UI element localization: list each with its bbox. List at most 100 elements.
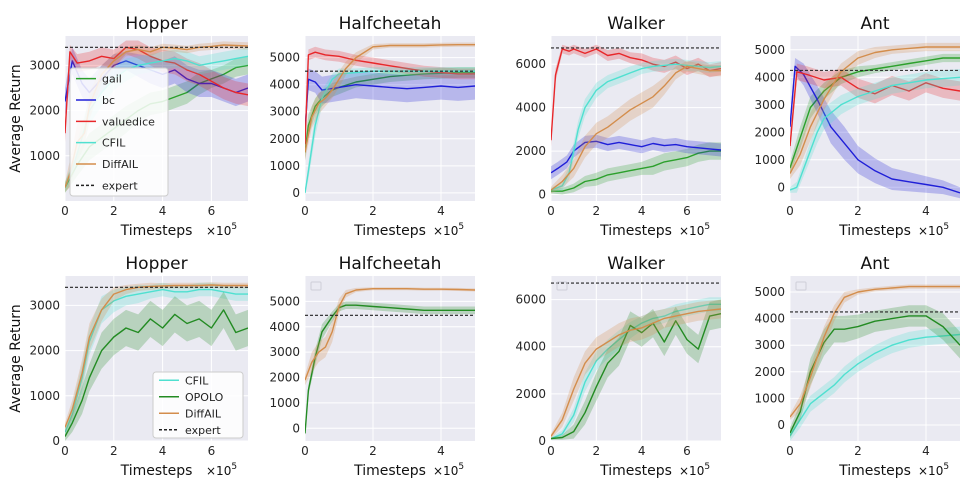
band-diffail xyxy=(790,42,960,180)
band-valuedice xyxy=(551,44,721,147)
x-tick-label: 0 xyxy=(301,204,309,218)
legend-placeholder xyxy=(795,281,807,291)
subplot-hopper-top: Hopper Timesteps Average Return ×105 100… xyxy=(8,14,248,239)
y-tick-label: 2000 xyxy=(269,371,300,385)
x-tick-label: 0 xyxy=(61,444,69,458)
x-tick-label: 0 xyxy=(786,444,794,458)
subplot-title: Hopper xyxy=(125,254,187,274)
legend-label-expert: expert xyxy=(102,179,138,192)
x-tick-label: 2 xyxy=(110,444,118,458)
x-scale-multiplier: ×105 xyxy=(206,462,237,478)
line-diffail xyxy=(790,285,960,418)
band-opolo xyxy=(790,305,960,439)
x-tick-label: 2 xyxy=(110,204,118,218)
x-tick-label: 4 xyxy=(638,204,646,218)
line-gail xyxy=(551,150,721,192)
line-diffail xyxy=(790,46,960,174)
line-bc xyxy=(551,140,721,174)
band-gail xyxy=(65,56,248,193)
y-tick-label: 1000 xyxy=(29,389,60,403)
plot-area xyxy=(551,276,721,441)
y-tick-label: 5000 xyxy=(269,294,300,308)
x-axis-label: Timesteps xyxy=(120,223,193,239)
y-tick-label: 1000 xyxy=(754,153,785,167)
band-diffail xyxy=(551,61,721,194)
y-tick-label: 2000 xyxy=(515,387,546,401)
y-tick-label: 3000 xyxy=(754,338,785,352)
x-axis-label: Timesteps xyxy=(599,223,672,239)
x-scale-multiplier: ×105 xyxy=(679,462,710,478)
series-group xyxy=(551,282,721,440)
band-valuedice xyxy=(65,40,248,143)
line-cfil xyxy=(551,63,721,191)
x-axis-label: Timesteps xyxy=(599,463,672,479)
subplot-title: Walker xyxy=(607,254,665,274)
x-tick-label: 2 xyxy=(593,204,601,218)
x-scale-multiplier: ×105 xyxy=(433,222,464,238)
subplot-title: Ant xyxy=(860,254,889,274)
series-group xyxy=(305,287,475,436)
x-tick-label: 0 xyxy=(61,204,69,218)
x-axis-label: Timesteps xyxy=(353,463,426,479)
x-scale-multiplier: ×105 xyxy=(679,222,710,238)
line-bc xyxy=(305,78,475,131)
subplot-ant-top: Ant Timesteps ×105 0 1000 2000 3000 4000 5000… xyxy=(754,14,960,239)
band-diffail xyxy=(305,42,475,161)
band-bc xyxy=(551,134,721,180)
y-tick-label: 4000 xyxy=(269,78,300,92)
x-tick-label: 4 xyxy=(159,444,167,458)
y-tick-label: 3000 xyxy=(29,58,60,72)
legend-label-valuedice: valuedice xyxy=(102,115,155,128)
subplot-ant-bottom: Ant Timesteps ×105 0 1000 2000 3000 4000 5000… xyxy=(754,254,960,479)
x-tick-label: 6 xyxy=(683,444,691,458)
legend-label-cfil: CFIL xyxy=(185,374,209,387)
x-tick-label: 2 xyxy=(854,204,862,218)
legend-label-expert: expert xyxy=(185,424,221,437)
legend-label-gail: gail xyxy=(102,73,122,86)
y-tick-label: 2000 xyxy=(754,125,785,139)
subplot-title: Halfcheetah xyxy=(339,254,442,274)
y-tick-label: 0 xyxy=(292,421,300,435)
band-valuedice xyxy=(305,46,475,153)
line-gail xyxy=(305,71,475,153)
y-tick-label: 3000 xyxy=(269,345,300,359)
y-tick-label: 5000 xyxy=(754,43,785,57)
y-tick-label: 0 xyxy=(538,434,546,448)
y-tick-label: 4000 xyxy=(269,320,300,334)
plot-area xyxy=(551,36,721,201)
band-opolo xyxy=(65,291,248,441)
y-tick-label: 1000 xyxy=(754,391,785,405)
x-tick-label: 4 xyxy=(437,204,445,218)
plot-area xyxy=(305,36,475,201)
y-tick-label: 1000 xyxy=(269,396,300,410)
subplot-halfcheetah-top: Halfcheetah Timesteps ×105 0 1000 2000 3000… xyxy=(269,14,475,239)
band-cfil xyxy=(790,326,960,441)
line-diffail xyxy=(551,308,721,437)
band-gail xyxy=(551,142,721,195)
y-tick-label: 2000 xyxy=(269,132,300,146)
y-tick-label: 0 xyxy=(538,187,546,201)
legend-placeholder xyxy=(556,281,568,291)
band-opolo xyxy=(551,299,721,440)
series-group xyxy=(551,44,721,195)
y-tick-label: 2000 xyxy=(754,365,785,379)
line-valuedice xyxy=(551,48,721,141)
subplot-title: Ant xyxy=(860,14,889,34)
y-tick-label: 0 xyxy=(52,434,60,448)
subplot-walker-bottom: Walker Timesteps ×105 0 2000 4000 6000 0 2 4 6 xyxy=(515,254,721,479)
x-axis-label: Timesteps xyxy=(838,463,911,479)
x-tick-label: 0 xyxy=(547,444,555,458)
x-tick-label: 4 xyxy=(922,444,930,458)
line-diffail xyxy=(65,284,248,428)
band-cfil xyxy=(65,282,248,437)
y-tick-label: 1000 xyxy=(29,149,60,163)
legend-placeholder xyxy=(310,281,322,291)
y-tick-label: 1000 xyxy=(269,159,300,173)
x-tick-label: 2 xyxy=(593,444,601,458)
y-tick-label: 4000 xyxy=(754,312,785,326)
x-axis-label: Timesteps xyxy=(353,223,426,239)
line-opolo xyxy=(65,309,248,437)
x-scale-multiplier: ×105 xyxy=(918,222,949,238)
y-tick-label: 2000 xyxy=(515,144,546,158)
